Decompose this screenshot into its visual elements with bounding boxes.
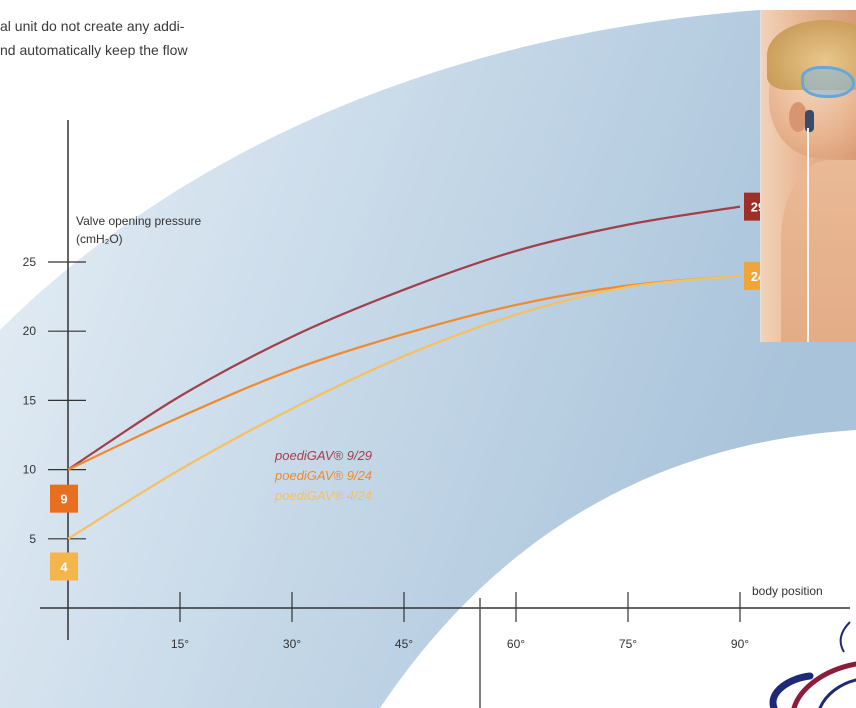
- intro-text: al unit do not create any addi- nd autom…: [0, 14, 300, 62]
- x-axis-label: body position: [752, 584, 823, 598]
- badge-box: [50, 552, 78, 581]
- series-line-2: [67, 274, 741, 471]
- badge-9: 9: [50, 484, 78, 513]
- x-tick-label: 30°: [283, 637, 301, 651]
- ventricle-icon: [801, 66, 855, 98]
- illustration-shoulder: [781, 160, 856, 342]
- y-tick-label: 20: [23, 324, 37, 338]
- tick-labels: 15° 30° 45° 60° 75° 90° 5 10 15 20 25: [23, 255, 750, 651]
- background-arc-band: [0, 10, 856, 708]
- tick-marks: [48, 261, 741, 622]
- child-shunt-illustration: [760, 10, 856, 342]
- series-line-3: [67, 274, 741, 540]
- x-tick-label: 60°: [507, 637, 525, 651]
- legend-entry-1: poediGAV® 9/29: [274, 448, 372, 463]
- brand-logo-icon: [769, 621, 856, 708]
- x-tick-label: 15°: [171, 637, 189, 651]
- intro-line-1: al unit do not create any addi-: [0, 18, 185, 34]
- illustration-ear: [789, 102, 807, 132]
- shunt-valve-icon: [805, 110, 814, 132]
- y-axis-label: Valve opening pressure: [76, 214, 202, 228]
- x-tick-label: 75°: [619, 637, 637, 651]
- series-line-1: [67, 205, 741, 471]
- badge-4: 4: [50, 552, 78, 581]
- y-axis-unit: (cmH₂O): [76, 232, 123, 246]
- y-tick-label: 10: [23, 463, 37, 477]
- legend: poediGAV® 9/29 poediGAV® 9/24 poediGAV® 4/…: [274, 448, 372, 503]
- badge-label: 9: [60, 492, 67, 507]
- y-tick-label: 15: [23, 393, 37, 407]
- badge-label: 4: [60, 559, 68, 574]
- legend-entry-2: poediGAV® 9/24: [274, 468, 372, 483]
- x-tick-label: 90°: [731, 637, 749, 651]
- catheter-line: [807, 128, 809, 342]
- series-lines: [67, 205, 741, 540]
- badge-box: [50, 484, 78, 513]
- y-tick-label: 25: [23, 255, 37, 269]
- intro-line-2: nd automatically keep the flow: [0, 42, 188, 58]
- x-tick-label: 45°: [395, 637, 413, 651]
- y-tick-label: 5: [29, 532, 36, 546]
- legend-entry-3: poediGAV® 4/24: [274, 488, 372, 503]
